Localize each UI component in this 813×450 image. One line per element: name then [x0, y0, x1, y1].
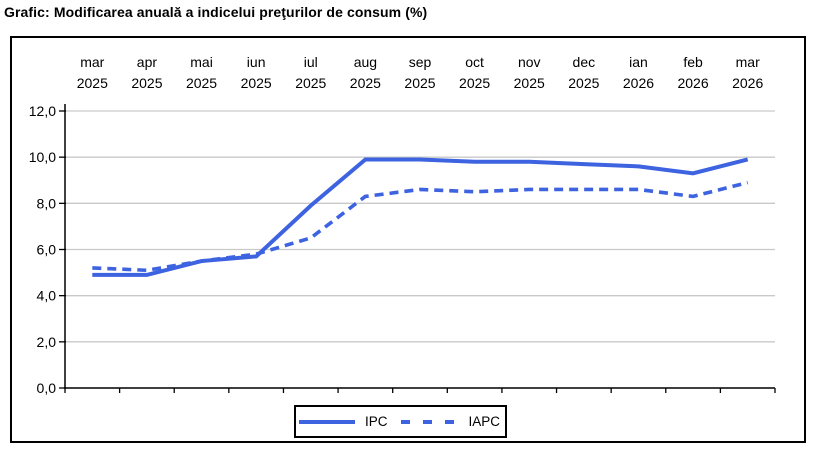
y-tick-label: 2,0	[37, 334, 57, 350]
x-tick-label-year: 2026	[623, 75, 654, 91]
legend-ipc-line-sample	[298, 419, 355, 424]
y-tick-label: 4,0	[37, 288, 57, 304]
x-tick-label-month: iun	[247, 54, 266, 70]
x-tick-label-year: 2025	[131, 75, 162, 91]
chart-svg: 0,0 2,0 4,0 6,0 8,0 10,0 12,0 mar 2025 apr 2025 mai…	[29, 54, 776, 396]
y-tick-label: 10,0	[29, 149, 56, 165]
legend-iapc-line-sample	[400, 419, 459, 424]
x-tick-label-year: 2025	[404, 75, 435, 91]
x-tick-label-month: iul	[304, 54, 318, 70]
x-tick-label-month: mar	[736, 54, 760, 70]
x-tick-label-month: ian	[629, 54, 648, 70]
chart-figure: 0,0 2,0 4,0 6,0 8,0 10,0 12,0 mar 2025 apr 2025 mai…	[10, 36, 806, 443]
x-tick-label-year: 2025	[514, 75, 545, 91]
x-tick-label-year: 2025	[186, 75, 217, 91]
series-line-iapc	[92, 180, 749, 273]
x-tick-label-month: aug	[354, 54, 377, 70]
x-tick-label-year: 2025	[568, 75, 599, 91]
x-tick-label-month: apr	[137, 54, 158, 70]
x-tick-label-year: 2025	[459, 75, 490, 91]
x-tick-label-year: 2025	[77, 75, 108, 91]
x-tick-label-month: mai	[190, 54, 213, 70]
y-tick-label: 6,0	[37, 242, 57, 258]
legend-label-ipc: IPC	[364, 414, 388, 429]
x-tick-label-year: 2025	[350, 75, 381, 91]
chart-title: Grafic: Modificarea anuală a indicelui p…	[4, 4, 428, 20]
x-tick-label-month: feb	[683, 54, 703, 70]
x-tick-label-month: sep	[409, 54, 432, 70]
y-tick-label: 0,0	[37, 380, 57, 396]
x-tick-label-year: 2026	[677, 75, 708, 91]
legend: IPC IAPC	[294, 405, 507, 438]
y-tick-label: 8,0	[37, 195, 57, 211]
x-tick-label-month: dec	[573, 54, 596, 70]
y-tick-label: 12,0	[29, 103, 56, 119]
x-tick-label-year: 2026	[732, 75, 763, 91]
x-tick-label-year: 2025	[241, 75, 272, 91]
legend-label-iapc: IAPC	[468, 414, 501, 429]
x-tick-label-year: 2025	[295, 75, 326, 91]
series-line-ipc	[92, 157, 749, 277]
x-tick-label-month: mar	[80, 54, 104, 70]
x-tick-label-month: oct	[465, 54, 484, 70]
x-tick-label-month: nov	[518, 54, 541, 70]
